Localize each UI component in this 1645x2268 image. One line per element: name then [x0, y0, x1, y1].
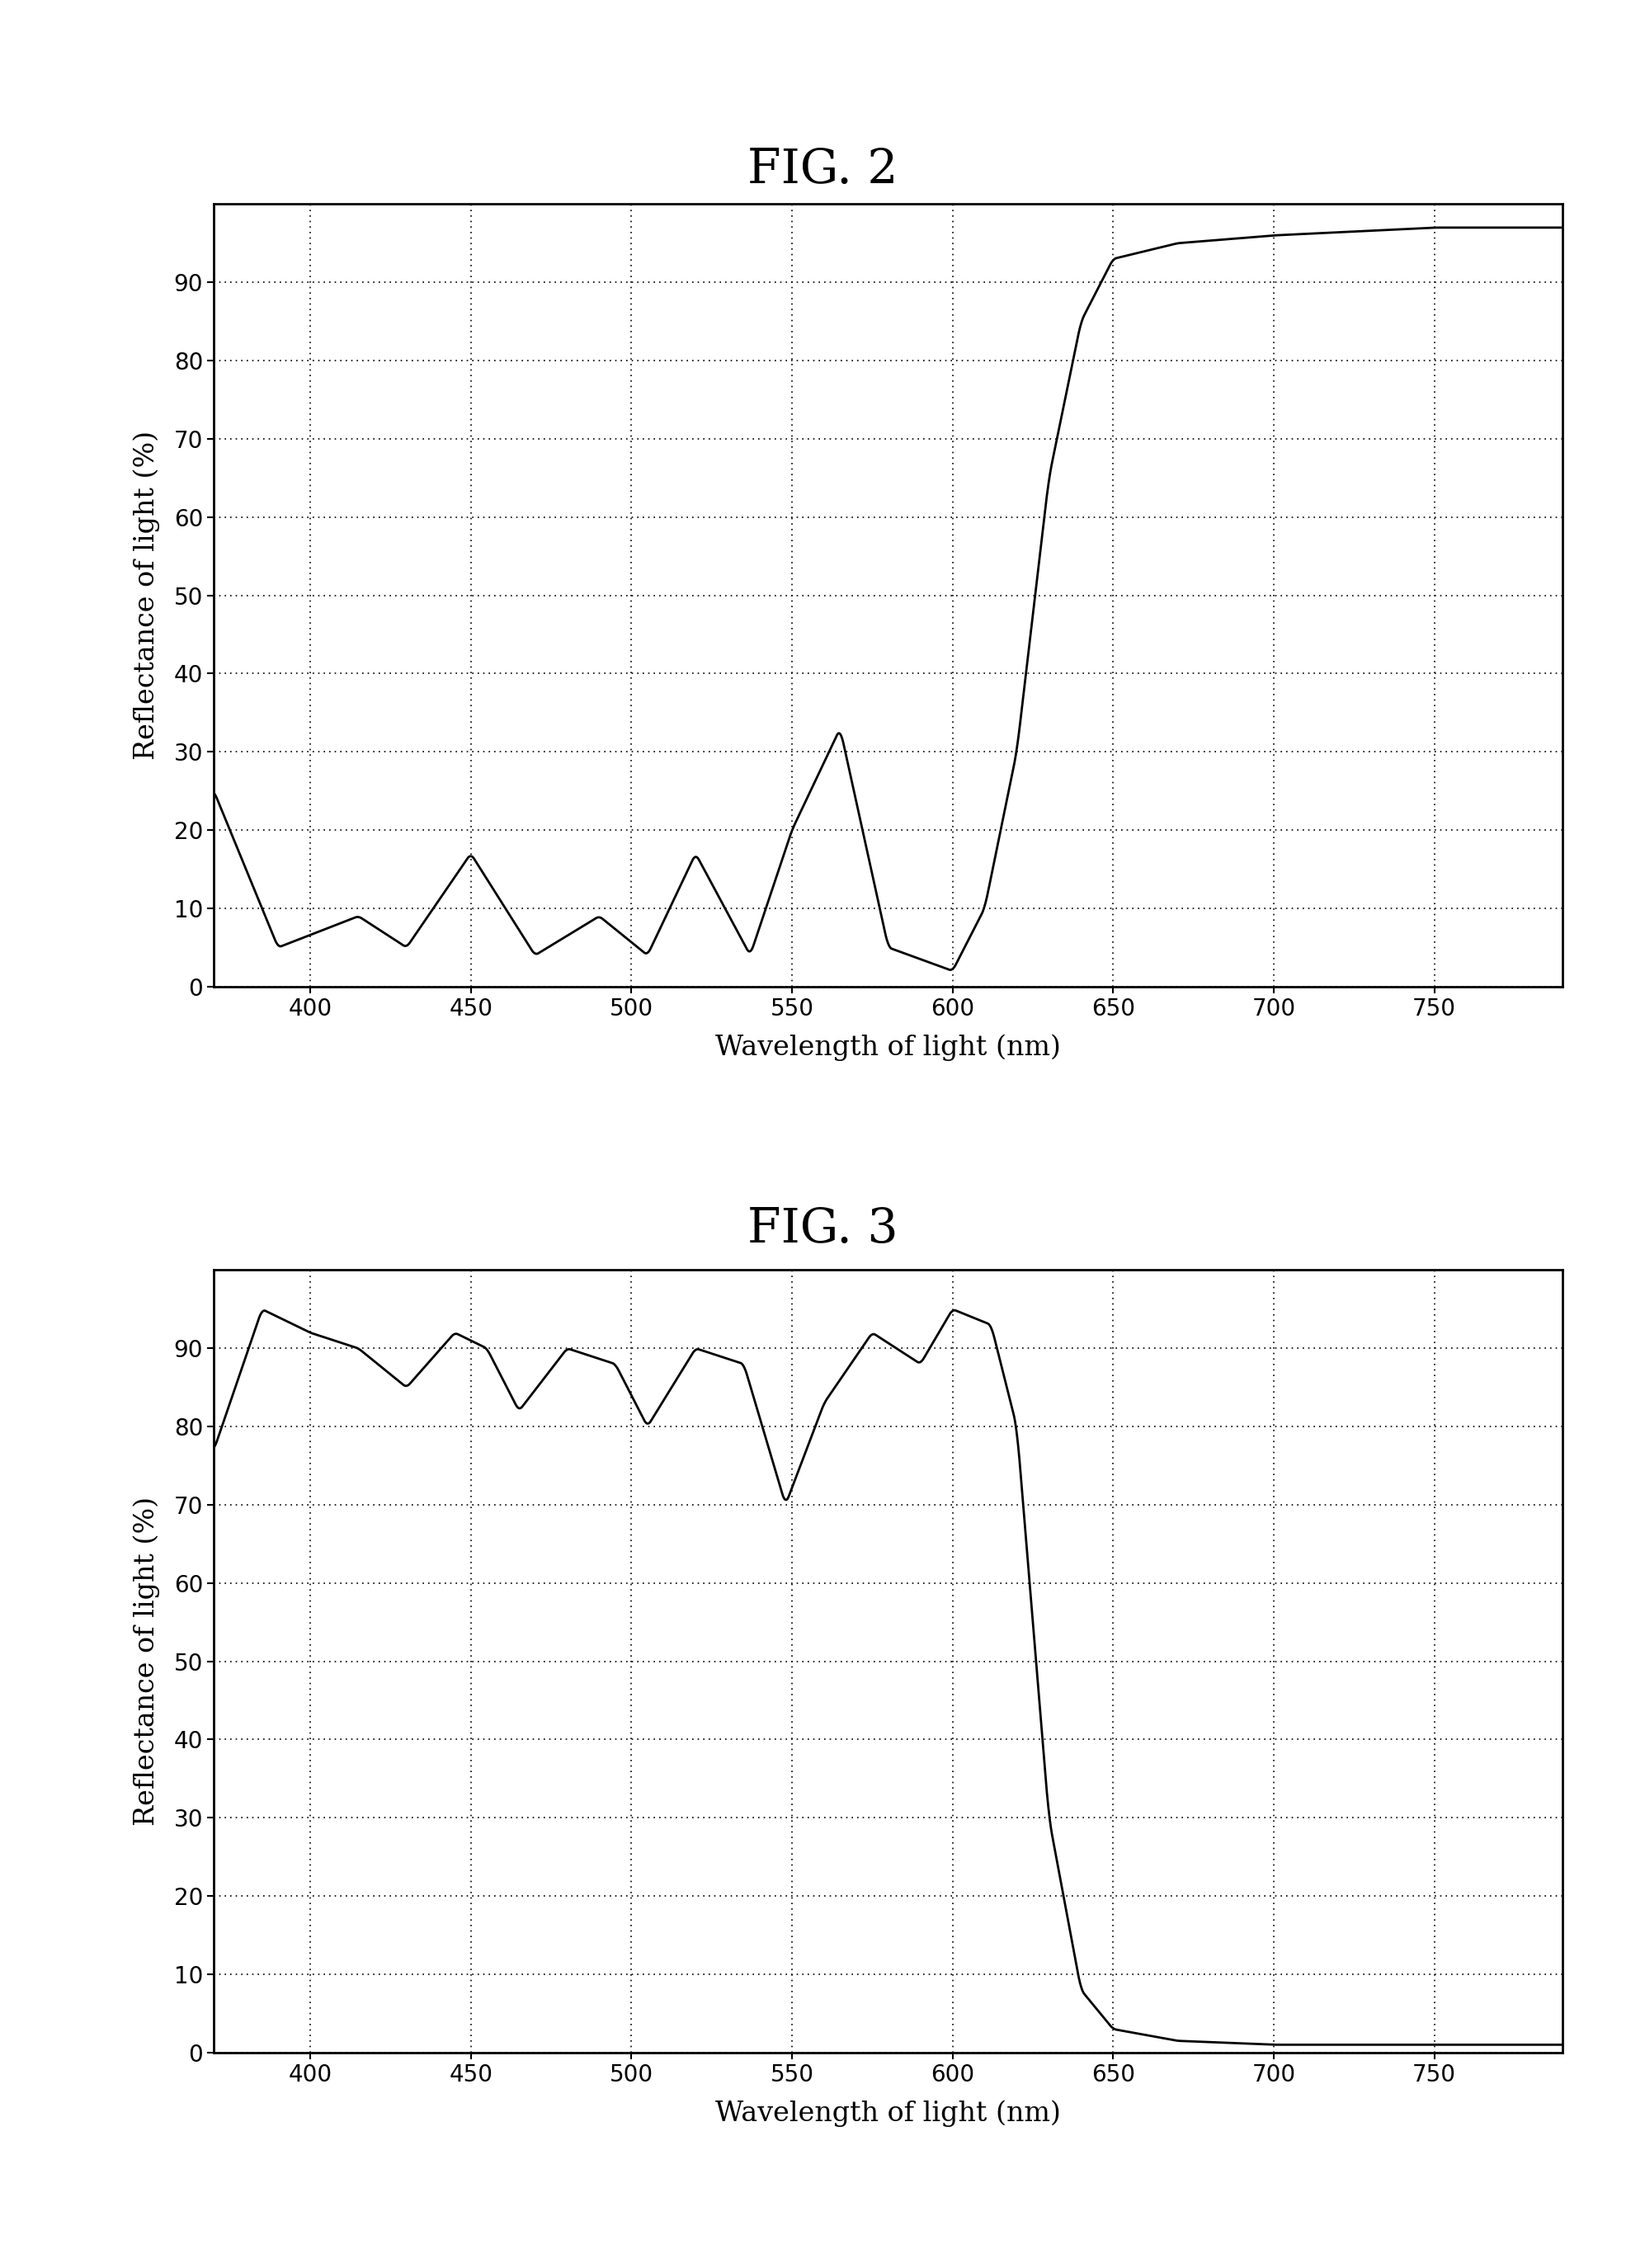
Y-axis label: Reflectance of light (%): Reflectance of light (%)	[133, 1497, 160, 1826]
X-axis label: Wavelength of light (nm): Wavelength of light (nm)	[716, 2100, 1061, 2127]
X-axis label: Wavelength of light (nm): Wavelength of light (nm)	[716, 1034, 1061, 1061]
Text: FIG. 3: FIG. 3	[747, 1207, 898, 1252]
Y-axis label: Reflectance of light (%): Reflectance of light (%)	[133, 431, 160, 760]
Text: FIG. 2: FIG. 2	[747, 147, 898, 193]
